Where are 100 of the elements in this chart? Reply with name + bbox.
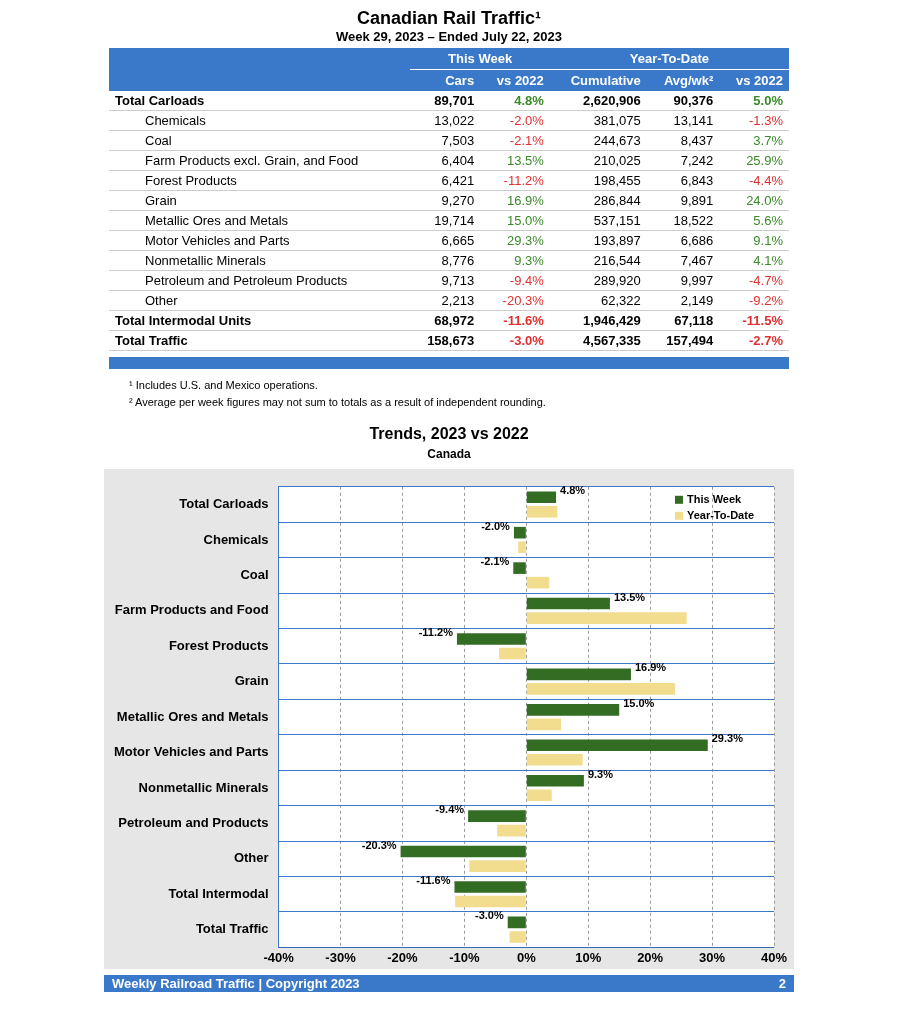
data-label: 18,522 [672,212,715,230]
data-label: 193,897 [592,232,642,250]
x-tick-label: -40% [263,949,295,965]
data-label: 5.0% [752,92,784,110]
data-label: 13,022 [433,112,476,130]
data-label: 244,673 [592,132,642,150]
data-label: 16.9% [505,192,545,210]
bar [469,860,526,872]
data-label: -11.6% [416,874,451,887]
data-label: 16.9% [634,661,667,674]
bar [526,753,583,766]
data-label: 89,701 [433,92,476,110]
y-tick-label: Forest Products [168,637,269,653]
bar [509,931,526,943]
data-label: 90,376 [672,92,715,110]
data-label: 67,118 [673,312,715,330]
data-label: 6,686 [679,232,715,250]
data-label: 8,776 [440,252,476,270]
data-label: 9,891 [679,192,715,210]
data-label: 68,972 [433,312,476,330]
data-label: 13,141 [672,112,715,130]
data-label: -9.2% [748,292,784,310]
data-label: 7,503 [440,132,476,150]
bar [513,526,526,539]
data-label: -11.5% [741,312,784,330]
y-tick-label: Coal [240,566,269,582]
legend-label: This Week [686,492,743,505]
data-label: 7,242 [679,152,715,170]
bar [526,774,584,787]
category-label: Other [144,292,179,310]
bar [513,562,526,574]
data-label: 2,213 [440,292,476,310]
data-label: 8,437 [679,132,715,150]
category-label: Farm Products excl. Grain, and Food [144,152,360,170]
data-label: 5.6% [752,212,784,230]
bar [468,810,526,822]
x-tick-label: -10% [449,949,480,965]
bar [400,845,526,858]
data-label: 13.5% [505,152,545,170]
y-tick-label: Grain [234,673,269,689]
y-tick-label: Total Carloads [179,496,269,512]
bar [455,895,526,908]
x-tick-label: 40% [760,949,788,965]
data-label: -4.4% [748,172,784,190]
category-label: Coal [144,132,173,150]
data-label: 19,714 [433,212,476,230]
category-label: Total Intermodal Units [114,312,253,330]
chart-title: Trends, 2023 vs 2022 [368,425,530,443]
data-label: -20.3% [361,838,397,851]
bar [526,612,687,624]
y-tick-label: Chemicals [203,531,269,547]
data-label: 2,620,906 [581,92,642,110]
bar [526,597,610,610]
x-tick-label: -20% [387,949,419,965]
data-label: 158,673 [426,332,476,350]
data-label: 4.8% [560,484,586,497]
data-label: -2.0% [481,519,511,532]
bar [454,881,526,893]
data-label: -11.2% [418,626,454,639]
data-label: 6,421 [440,172,476,190]
data-label: 13.5% [613,590,646,603]
bar [499,647,526,660]
x-tick-label: 10% [575,949,602,965]
y-tick-label: Total Traffic [195,921,269,937]
y-tick-label: Nonmetallic Minerals [138,779,269,795]
y-tick-label: Other [233,850,269,866]
data-label: -9.4% [435,803,465,816]
category-label: Chemicals [144,112,207,130]
data-label: -1.3% [748,112,784,130]
data-label: 62,322 [600,292,642,310]
data-label: 29.3% [711,732,744,745]
data-label: 216,544 [592,252,642,270]
bar [526,491,557,504]
data-label: 3.7% [752,132,784,150]
data-label: 537,151 [592,212,642,230]
data-label: -11.6% [502,312,545,330]
text: 2 [778,976,786,991]
bar [526,789,552,802]
data-label: -20.3% [501,292,545,310]
data-label: 9.3% [587,767,614,780]
text: Weekly Railroad Traffic | Copyright 2023 [112,976,360,991]
data-label: -2.1% [480,555,510,568]
data-label: -11.2% [502,172,545,190]
text: Week 29, 2023 – Ended July 22, 2023 [335,29,563,44]
x-tick-label: 30% [699,949,726,965]
data-label: 24.0% [745,192,784,210]
data-label: 6,843 [679,172,715,190]
y-tick-label: Motor Vehicles and Parts [113,744,269,760]
bar [526,739,708,752]
bar [518,541,526,554]
y-tick-label: Farm Products and Food [114,602,269,618]
bar [526,704,620,716]
data-label: 4,567,335 [581,332,642,350]
data-label: 381,075 [592,112,642,130]
bar [497,824,526,837]
x-tick-label: -30% [325,949,357,965]
chart-subtitle: Canada [426,447,472,461]
text: Canadian Rail Traffic¹ [355,8,542,29]
data-label: -2.1% [508,132,545,150]
data-label: 4.8% [513,92,545,110]
